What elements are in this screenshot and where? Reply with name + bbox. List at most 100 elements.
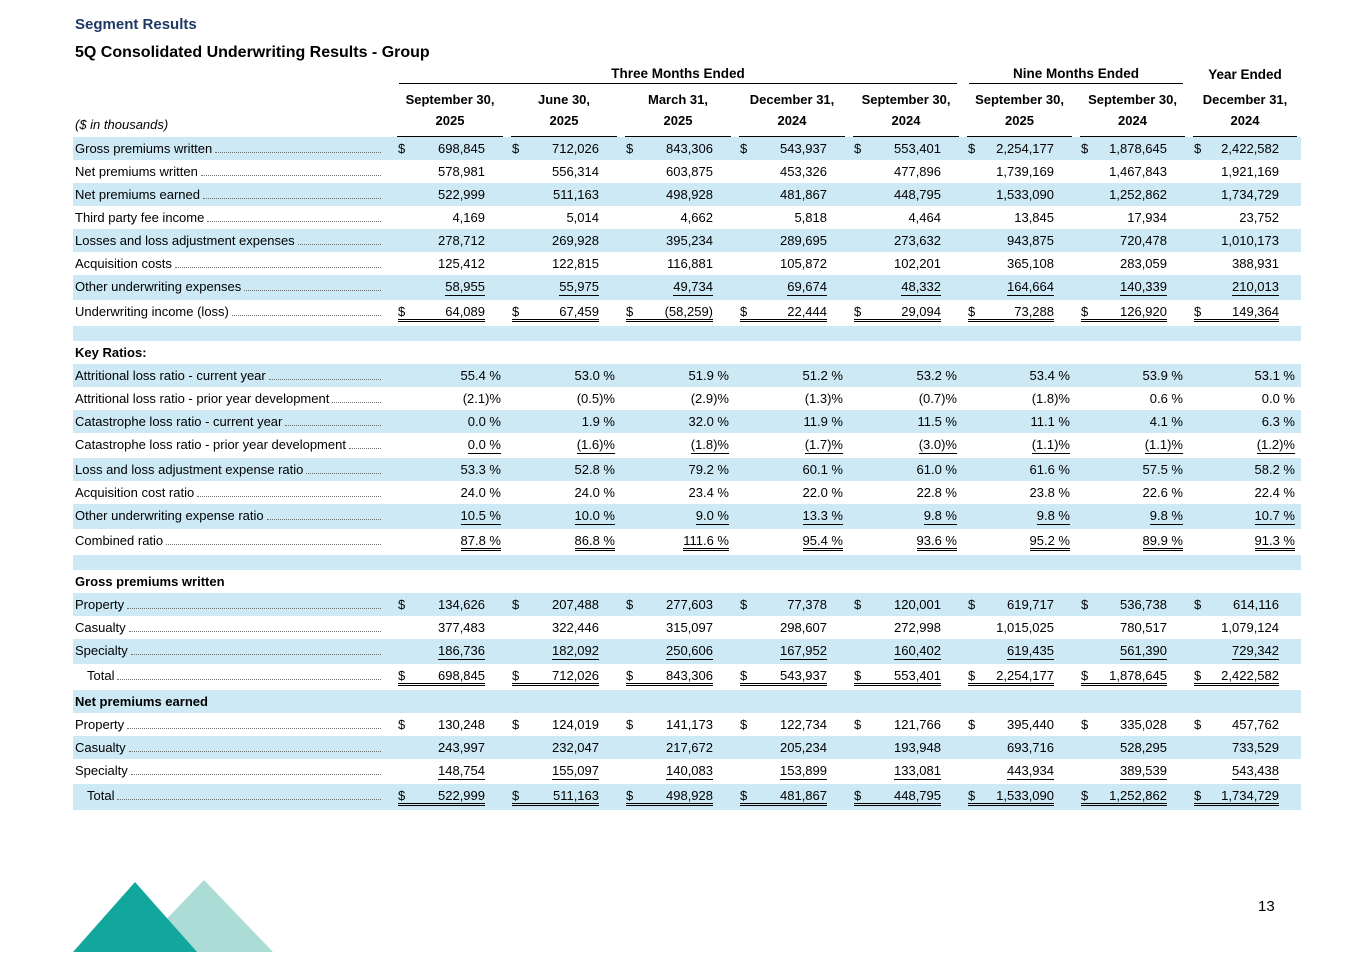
cell-value: 49,734 [673, 278, 713, 296]
row-label: Acquisition costs [75, 255, 172, 271]
row-label: Key Ratios: [75, 344, 147, 360]
dotted-leader [207, 220, 381, 222]
cell-value: (1.8)% [690, 436, 729, 454]
cell-value: 116,881 [666, 255, 713, 271]
table-row: Gross premiums written $698,845 $712,026 $8… [73, 136, 1301, 160]
row-label: Casualty [75, 739, 126, 755]
value-cell: 272,998 [849, 616, 963, 639]
value-cell: 1,734,729 [1189, 183, 1301, 206]
cell-value: 1,079,124 [1221, 619, 1279, 635]
cell-value: 278,712 [438, 232, 485, 248]
cell-value: (1.6)% [576, 436, 615, 454]
cell-value: 10.7 % [1254, 507, 1295, 525]
value-cell: 395,234 [621, 229, 735, 252]
table-row: Losses and loss adjustment expenses 278,7… [73, 228, 1301, 252]
row-label-cell: Specialty [73, 639, 393, 664]
value-cell: $335,028 [1076, 713, 1189, 736]
cell-value: 712,026 [552, 667, 599, 683]
value-cell: $124,019 [507, 713, 621, 736]
value-cell: 140,083 [621, 759, 735, 784]
value-cell: $67,459 [507, 300, 621, 326]
row-label: Property [75, 716, 125, 732]
cell-value: 4.1 % [1149, 413, 1183, 429]
table-row: Other underwriting expenses 58,955 55,975 4… [73, 274, 1301, 300]
row-label-cell: Total [73, 784, 393, 810]
row-label: Total [87, 667, 115, 683]
cell-value: 498,928 [666, 186, 713, 202]
value-cell: $122,734 [735, 713, 849, 736]
value-cell: 619,435 [963, 639, 1076, 664]
cell-value: 17,934 [1127, 209, 1167, 225]
value-cell: $511,163 [507, 784, 621, 810]
row-label-cell: Attritional loss ratio - prior year deve… [73, 387, 393, 410]
cell-value: 2,254,177 [996, 140, 1054, 156]
dotted-leader [166, 543, 381, 545]
table-row: Casualty 377,483 322,446 315,097 298,607 272,… [73, 616, 1301, 639]
row-label-cell: Casualty [73, 616, 393, 639]
value-cell: 4,662 [621, 206, 735, 229]
currency-symbol: $ [626, 787, 634, 803]
cell-value: 698,845 [438, 667, 485, 683]
value-cell: 528,295 [1076, 736, 1189, 759]
column-group-label: Three Months Ended [399, 66, 957, 84]
cell-value: 122,815 [552, 255, 599, 271]
cell-value: 148,754 [438, 762, 485, 780]
row-label-cell: Net premiums written [73, 160, 393, 183]
cell-value: (1.2)% [1256, 436, 1295, 454]
column-group-header-row: Three Months Ended Nine Months Ended Yea… [73, 66, 1301, 84]
value-cell: (3.0)% [849, 433, 963, 458]
cell-value: 843,306 [666, 667, 713, 683]
cell-value: 23.8 % [1029, 484, 1070, 500]
cell-value: 120,001 [894, 596, 941, 612]
value-cell: $73,288 [963, 300, 1076, 326]
value-cell: 60.1 % [735, 458, 849, 481]
cell-value: 140,339 [1120, 278, 1167, 296]
currency-symbol: $ [1081, 716, 1089, 732]
table-row: Acquisition costs 125,412 122,815 116,881 10… [73, 252, 1301, 275]
value-cell: 86.8 % [507, 529, 621, 555]
row-label-cell: Third party fee income [73, 206, 393, 229]
value-cell: 102,201 [849, 252, 963, 275]
table-row: Net premiums earned 522,999 511,163 498,928… [73, 182, 1301, 206]
value-cell: 53.0 % [507, 364, 621, 387]
value-cell: 79.2 % [621, 458, 735, 481]
value-cell: 273,632 [849, 229, 963, 252]
cell-value: 1,010,173 [1221, 232, 1279, 248]
value-cell: $712,026 [507, 137, 621, 160]
cell-value: 553,401 [894, 667, 941, 683]
cell-value: 5,818 [794, 209, 827, 225]
cell-value: 217,672 [666, 739, 713, 755]
value-cell: 55.4 % [393, 364, 507, 387]
value-cell: 53.1 % [1189, 364, 1301, 387]
cell-value: 0.0 % [1261, 390, 1295, 406]
dotted-leader [130, 773, 381, 775]
cell-value: 167,952 [780, 642, 827, 660]
currency-symbol: $ [854, 303, 862, 319]
row-label-cell: Catastrophe loss ratio - current year [73, 410, 393, 433]
row-label: Total [87, 787, 115, 803]
cell-value: 61.0 % [916, 461, 957, 477]
value-cell: (0.5)% [507, 387, 621, 410]
cell-value: 140,083 [666, 762, 713, 780]
value-cell: 448,795 [849, 183, 963, 206]
cell-value: 528,295 [1120, 739, 1167, 755]
cell-value: 51.9 % [688, 367, 729, 383]
value-cell: 10.0 % [507, 504, 621, 529]
value-cell: $29,094 [849, 300, 963, 326]
currency-symbol: $ [1194, 787, 1202, 803]
currency-symbol: $ [398, 596, 406, 612]
row-label: Loss and loss adjustment expense ratio [75, 461, 304, 477]
cell-value: (1.7)% [804, 436, 843, 454]
cell-value: (1.1)% [1144, 436, 1183, 454]
logo-peak-dark [73, 882, 197, 952]
value-cell: 23,752 [1189, 206, 1301, 229]
column-group-label: Year Ended [1208, 67, 1282, 82]
value-cell: 388,931 [1189, 252, 1301, 275]
row-label-cell: Net premiums earned [73, 690, 393, 713]
value-cell: 48,332 [849, 275, 963, 300]
cell-value: 843,306 [666, 140, 713, 156]
cell-value: (0.5)% [576, 390, 615, 406]
currency-symbol: $ [512, 787, 520, 803]
cell-value: 2,422,582 [1221, 667, 1279, 683]
